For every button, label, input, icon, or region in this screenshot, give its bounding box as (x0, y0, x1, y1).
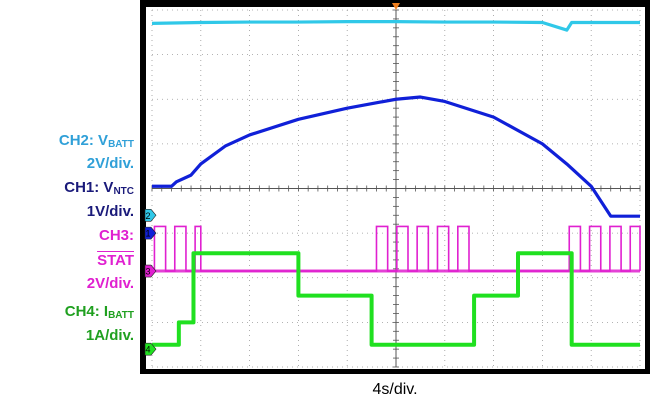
ch2-scale: 2V/div. (86, 155, 134, 172)
ch4-scale: 1A/div. (85, 327, 134, 344)
channel-1-marker (144, 226, 157, 240)
ch1-scale: 1V/div. (86, 203, 134, 220)
trigger-marker (392, 3, 400, 10)
channel-2-marker-label: 2 (145, 211, 150, 221)
ch2-label: CH2: VBATT (58, 132, 134, 151)
traces (151, 20, 641, 347)
ch3-scale: 2V/div. (86, 275, 134, 292)
ch4-label: CH4: IBATT (64, 303, 134, 322)
channel-legend: CH2: VBATT 2V/div. CH1: VNTC 1V/div. CH3… (0, 0, 140, 402)
trace-ch2 (151, 20, 640, 32)
channel-2-marker (144, 208, 157, 222)
channel-3-marker (144, 264, 157, 278)
channel-3-marker-label: 3 (145, 267, 150, 277)
ch3-label: CH3: (98, 227, 134, 244)
channel-4-marker-label: 4 (145, 345, 150, 355)
channel-1-marker-label: 1 (145, 229, 150, 239)
oscilloscope-plot: 2 1 3 4 (140, 0, 650, 374)
trace-ch4 (152, 251, 640, 347)
ch3-name: STAT (97, 252, 134, 269)
channel-markers: 2 1 3 4 (144, 3, 400, 356)
trace-ch1 (152, 95, 640, 218)
channel-4-marker (144, 342, 157, 356)
oscilloscope-screen: 2 1 3 4 (140, 0, 650, 374)
ch1-label: CH1: VNTC (64, 179, 134, 198)
x-axis-label: 4s/div. (372, 381, 418, 398)
grid (151, 9, 641, 368)
